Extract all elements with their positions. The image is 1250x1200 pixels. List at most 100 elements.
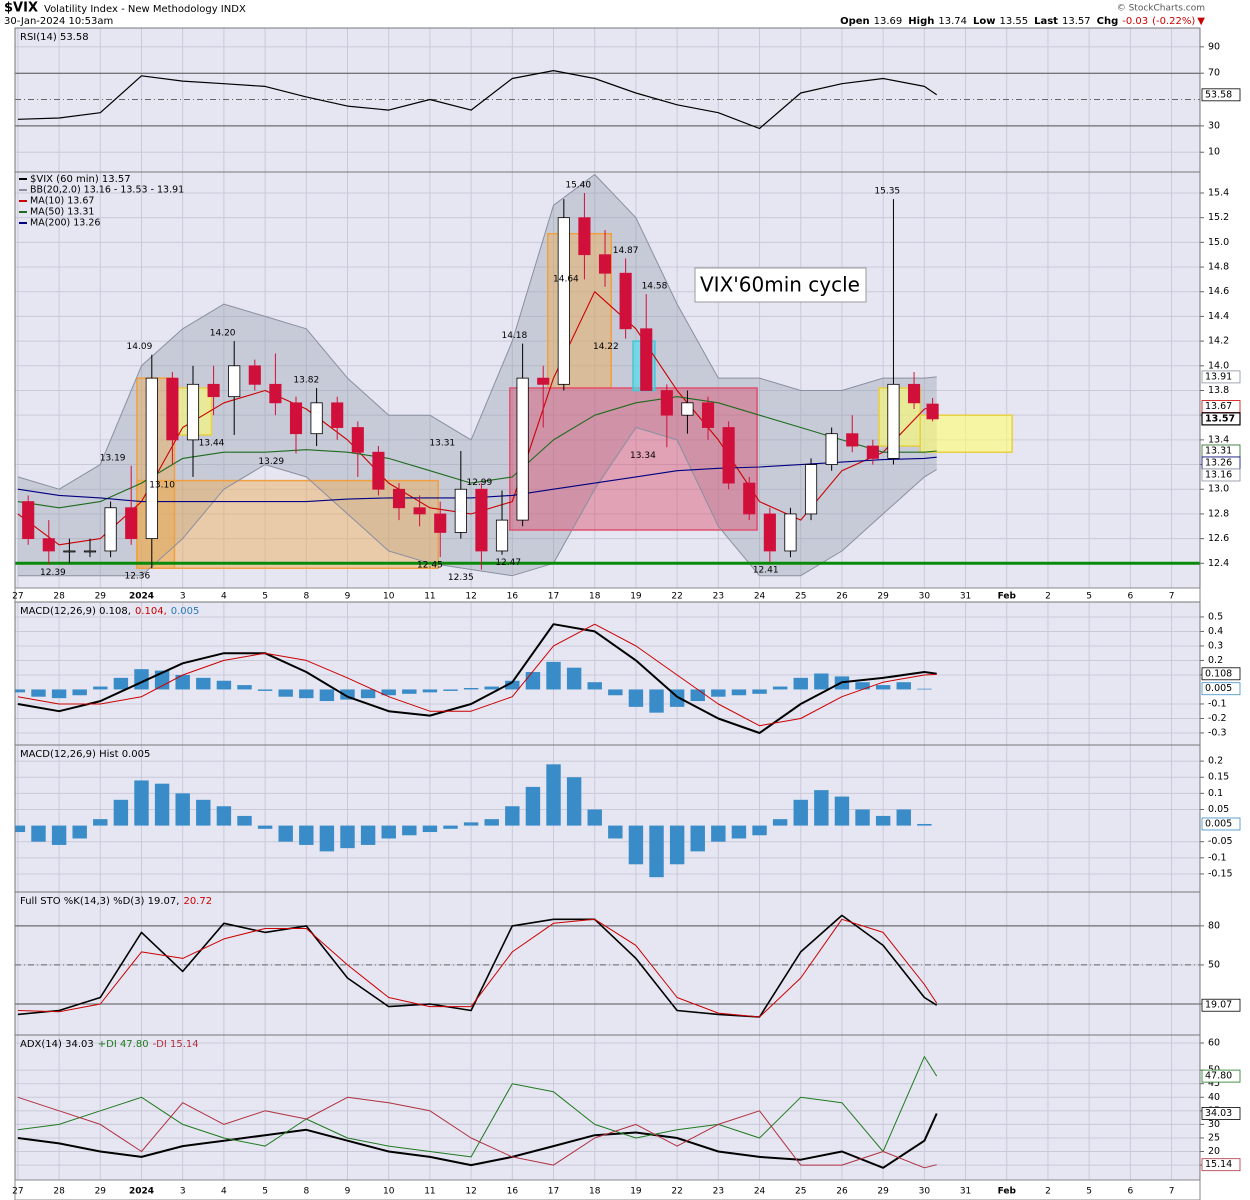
panel-legend: Full STO %K(14,3) %D(3) 19.07, 20.72 (20, 896, 212, 907)
x-tick-label: 3 (180, 592, 186, 602)
price-annotation: 14.22 (593, 342, 619, 352)
price-annotation: 12.39 (40, 568, 66, 578)
candle-body (331, 402, 344, 428)
histogram-bar (711, 689, 726, 697)
panel-legend: MACD(12,26,9) Hist 0.005 (20, 749, 150, 760)
candle-body (475, 488, 488, 552)
histogram-bar (422, 689, 438, 693)
histogram-bar (51, 825, 67, 845)
x-tick-label: Feb (998, 1187, 1017, 1197)
last-value-label: 19.07 (1205, 1000, 1232, 1011)
candle-body (619, 272, 632, 330)
histogram-bar (566, 667, 582, 690)
x-tick-label: 29 (95, 592, 107, 602)
legend-segment: 0.104, (135, 606, 167, 617)
security-name: Volatility Index - New Methodology INDX (44, 4, 246, 15)
y-tick-label: -0.1 (1208, 852, 1227, 863)
x-tick-label: 11 (424, 592, 435, 602)
y-tick-label: 40 (1208, 1092, 1220, 1103)
x-tick-label: 31 (960, 592, 971, 602)
histogram-bar (463, 688, 479, 690)
histogram-bar (113, 799, 129, 826)
histogram-bar (15, 825, 26, 833)
histogram-bar (237, 815, 252, 826)
last-value-label: 13.26 (1205, 457, 1232, 468)
histogram-bar (772, 686, 788, 690)
candle-body (516, 377, 529, 521)
drawn-box (919, 414, 1013, 453)
legend-segment: RSI(14) 53.58 (20, 32, 89, 43)
histogram-bar (484, 819, 499, 826)
last-value-box: 19.07 (1201, 998, 1241, 1012)
histogram-bar (31, 689, 46, 697)
quote-label: Low (973, 16, 995, 27)
x-tick-label: 5 (1086, 1187, 1092, 1197)
y-tick-label: 0.5 (1208, 611, 1223, 622)
x-tick-label: 17 (548, 592, 559, 602)
x-tick-label: 2024 (129, 592, 154, 602)
last-value-label: 13.91 (1205, 371, 1232, 382)
histogram-bar (875, 685, 891, 690)
x-tick-label: 8 (303, 1187, 309, 1197)
candle-body (537, 377, 550, 385)
histogram-bar (752, 689, 767, 694)
note-box (694, 267, 867, 303)
copyright: © StockCharts.com (1117, 4, 1205, 14)
histogram-bar (793, 677, 808, 690)
price-annotation: 15.35 (874, 187, 900, 197)
histogram-bar (649, 825, 664, 878)
candle-body (42, 538, 55, 552)
y-tick-label: -0.1 (1208, 698, 1227, 709)
price-annotation: 13.10 (149, 480, 175, 490)
candle-body (598, 254, 612, 274)
x-tick-label: 9 (345, 1187, 351, 1197)
x-tick-label: Feb (998, 592, 1017, 602)
candle-body (640, 328, 653, 391)
histogram-bar (15, 689, 26, 693)
panel-plot: 12.39 12.36 13.19 14.09 13.10 13.44 14.20 13.82… (15, 172, 1200, 588)
last-value-label: 13.16 (1205, 469, 1232, 480)
x-tick-label: 2024 (129, 1187, 154, 1197)
histogram-bar (855, 809, 870, 826)
histogram-bar (443, 825, 458, 829)
histogram-bar (340, 825, 355, 849)
y-tick-label: 14.4 (1208, 311, 1229, 322)
y-tick-label: 70 (1208, 68, 1220, 79)
legend-entry: MA(200) 13.26 (30, 218, 100, 229)
y-tick-label: 80 (1208, 920, 1220, 931)
histogram-bar (525, 786, 541, 826)
x-tick-label: 26 (836, 592, 848, 602)
histogram-bar (196, 799, 211, 826)
y-tick-label: 14.0 (1208, 360, 1229, 371)
x-tick-label: 17 (548, 1187, 559, 1197)
x-tick-label: 4 (221, 1187, 227, 1197)
price-annotation: 12.45 (417, 561, 443, 571)
down-arrow: ▼ (1197, 16, 1205, 27)
candle-body (825, 433, 838, 465)
histogram-bar (402, 689, 417, 694)
last-value-bg (1201, 468, 1241, 482)
panel-legend: MACD(12,26,9) 0.108, 0.104, 0.005 (20, 606, 199, 617)
x-tick-label: 18 (589, 1187, 601, 1197)
histogram-bar (896, 682, 911, 690)
histogram-bar (793, 799, 808, 826)
y-tick-label: -0.05 (1208, 836, 1233, 847)
y-tick-label: 0.1 (1208, 788, 1223, 799)
histogram-bar (93, 686, 108, 690)
x-tick-label: 4 (221, 592, 227, 602)
x-tick-label: 6 (1127, 592, 1133, 602)
candle-body (63, 550, 76, 553)
undefined (17, 1096, 937, 1169)
histogram-bar (814, 673, 829, 690)
candle-body (372, 451, 385, 490)
x-tick-label: 23 (713, 592, 724, 602)
last-value-label: 53.58 (1205, 89, 1232, 100)
undefined (17, 623, 937, 734)
y-tick-label: -0.3 (1208, 727, 1227, 738)
y-tick-label: 50 (1208, 959, 1220, 970)
price-annotation: 12.47 (495, 558, 521, 568)
quote-line: Open 13.69 High 13.74 Low 13.55 Last 13.57 Chg -0… (840, 16, 1205, 27)
x-tick-label: 26 (836, 1187, 848, 1197)
y-tick-label: 0.05 (1208, 804, 1229, 815)
